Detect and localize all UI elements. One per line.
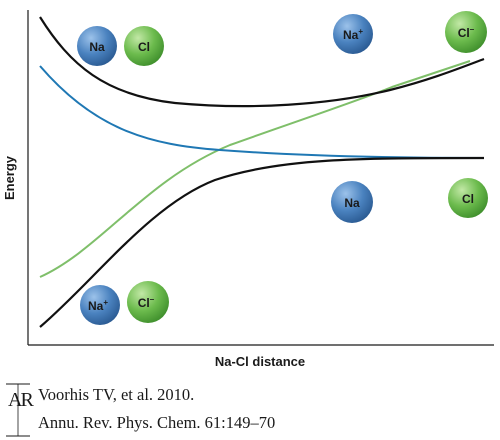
blue-covalent-curve: [39, 65, 485, 159]
y-axis-label: Energy: [2, 155, 17, 200]
cl-atom-top-left: Cl: [124, 26, 164, 66]
annual-reviews-logo: AR: [6, 383, 36, 437]
na-atom-mid-right: Na: [331, 181, 373, 223]
cl-ion-label: Cl–: [458, 25, 475, 40]
black-upper-curve: [39, 16, 485, 108]
citation-line-1: Voorhis TV, et al. 2010.: [38, 385, 195, 404]
cl-ion-bottom-left: Cl–: [127, 281, 169, 323]
na-ion-label: Na+: [343, 27, 363, 42]
citation-line-2: Annu. Rev. Phys. Chem. 61:149–70: [38, 413, 276, 432]
na-ion-top-right: Na+: [333, 14, 373, 54]
cl-label: Cl: [462, 192, 474, 206]
black-lower-curve: [39, 156, 485, 328]
logo-text: AR: [8, 389, 34, 411]
cl-ion-label: Cl–: [138, 295, 155, 310]
na-atom-top-left: Na: [77, 26, 117, 66]
na-ion-label: Na+: [88, 298, 108, 313]
na-label: Na: [344, 196, 360, 210]
na-label: Na: [89, 40, 105, 54]
cl-atom-mid-right: Cl: [448, 178, 488, 218]
x-axis-label: Na-Cl distance: [215, 354, 305, 369]
na-ion-bottom-left: Na+: [80, 285, 120, 325]
green-ionic-curve: [39, 60, 471, 278]
cl-ion-top-right: Cl–: [445, 11, 487, 53]
cl-label: Cl: [138, 40, 150, 54]
